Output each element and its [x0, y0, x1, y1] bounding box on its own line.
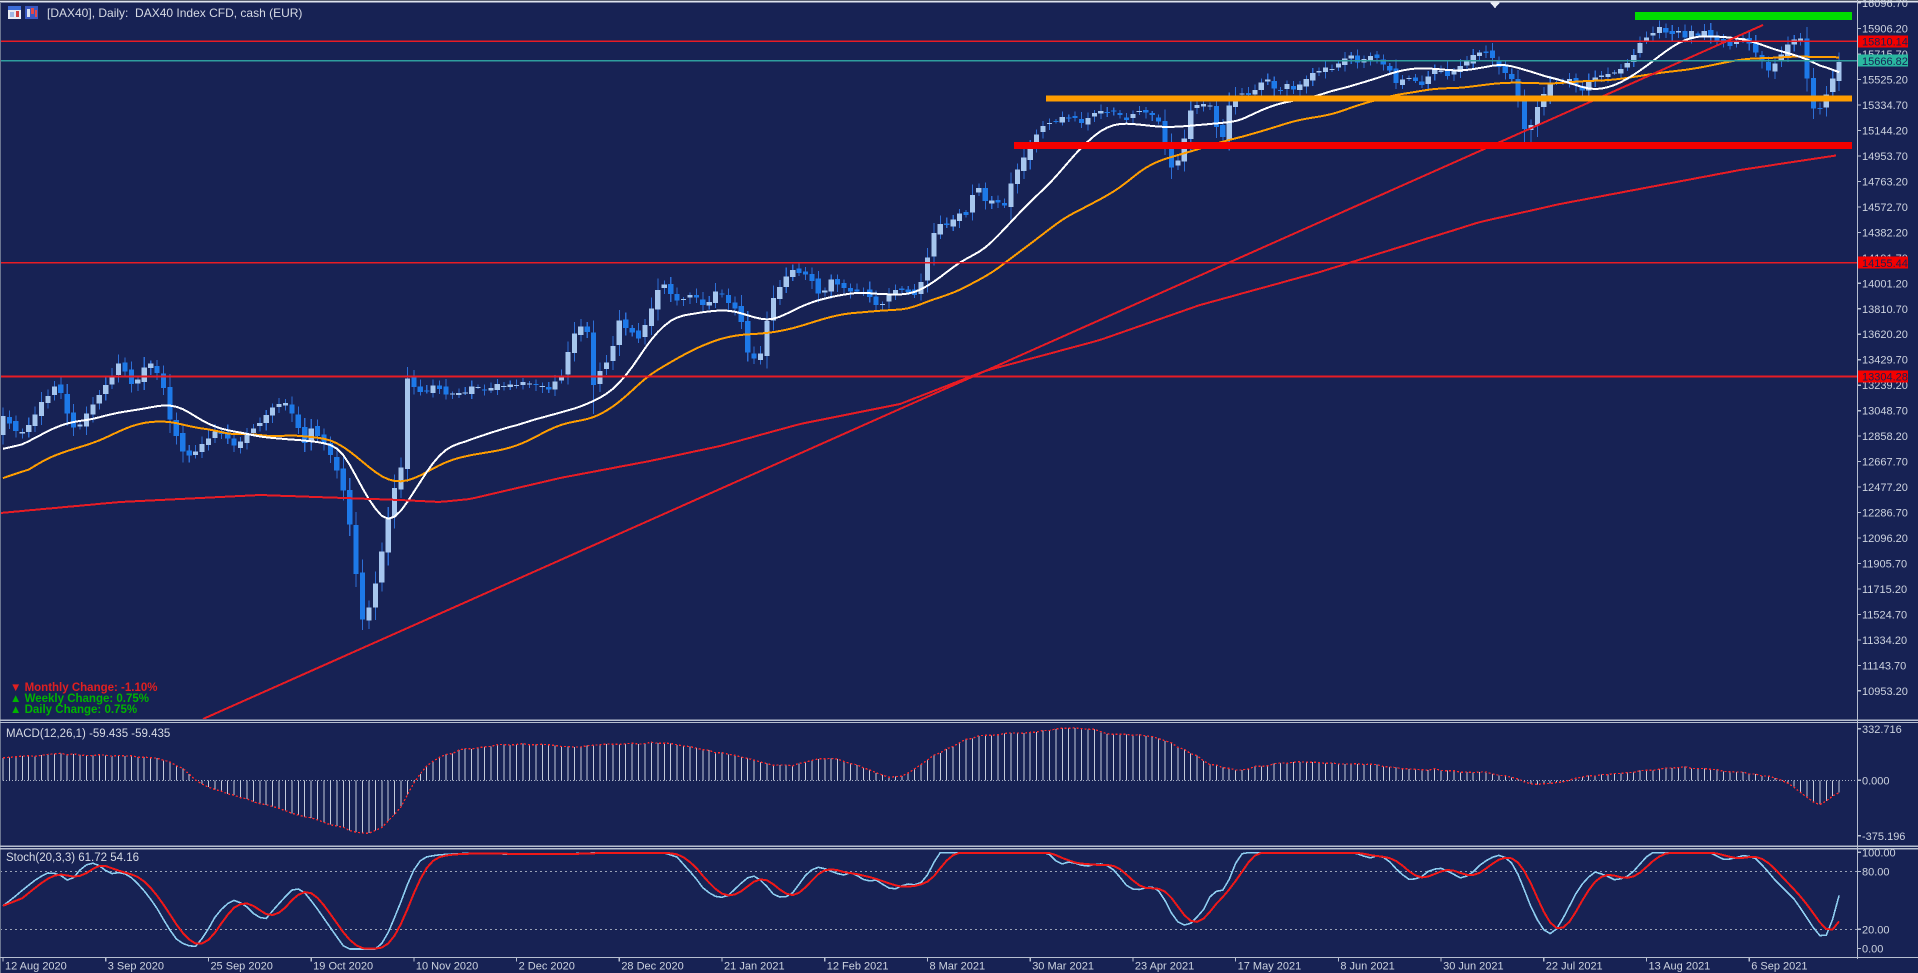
- svg-text:12 Aug 2020: 12 Aug 2020: [5, 961, 67, 973]
- svg-text:10953.20: 10953.20: [1862, 686, 1908, 698]
- svg-text:21 Jan 2021: 21 Jan 2021: [724, 961, 785, 973]
- svg-text:15810.14: 15810.14: [1862, 37, 1908, 49]
- svg-text:▼ Monthly Change: -1.10%: ▼ Monthly Change: -1.10%: [10, 682, 157, 694]
- svg-text:11143.70: 11143.70: [1862, 660, 1906, 672]
- svg-text:13048.70: 13048.70: [1862, 406, 1908, 418]
- svg-text:19 Oct 2020: 19 Oct 2020: [313, 961, 373, 973]
- svg-text:80.00: 80.00: [1862, 867, 1890, 879]
- svg-text:13239.20: 13239.20: [1862, 380, 1908, 392]
- svg-text:15906.20: 15906.20: [1862, 24, 1908, 36]
- svg-text:13304.28: 13304.28: [1862, 372, 1908, 384]
- svg-text:23 Apr 2021: 23 Apr 2021: [1135, 961, 1194, 973]
- svg-text:8 Mar 2021: 8 Mar 2021: [929, 961, 985, 973]
- svg-text:15334.70: 15334.70: [1862, 100, 1908, 112]
- svg-text:30 Jun 2021: 30 Jun 2021: [1443, 961, 1504, 973]
- svg-text:14572.70: 14572.70: [1862, 202, 1908, 214]
- svg-text:25 Sep 2020: 25 Sep 2020: [210, 961, 272, 973]
- svg-text:0.00: 0.00: [1862, 944, 1883, 956]
- svg-text:11715.20: 11715.20: [1862, 584, 1907, 596]
- svg-text:Stoch(20,3,3) 61.72 54.16: Stoch(20,3,3) 61.72 54.16: [6, 852, 139, 864]
- svg-text:30 Mar 2021: 30 Mar 2021: [1032, 961, 1094, 973]
- svg-text:8 Jun 2021: 8 Jun 2021: [1340, 961, 1394, 973]
- svg-text:12667.70: 12667.70: [1862, 457, 1908, 469]
- svg-text:13810.70: 13810.70: [1862, 304, 1908, 316]
- svg-text:11905.70: 11905.70: [1862, 558, 1907, 570]
- svg-text:12096.20: 12096.20: [1862, 533, 1908, 545]
- svg-text:100.00: 100.00: [1862, 847, 1896, 859]
- svg-text:16096.70: 16096.70: [1862, 0, 1908, 10]
- svg-text:14953.70: 14953.70: [1862, 151, 1908, 163]
- svg-text:12858.20: 12858.20: [1862, 431, 1908, 443]
- svg-text:13429.70: 13429.70: [1862, 355, 1908, 367]
- svg-text:14763.20: 14763.20: [1862, 176, 1908, 188]
- svg-text:15666.82: 15666.82: [1862, 56, 1908, 68]
- svg-text:332.716: 332.716: [1862, 724, 1902, 736]
- svg-text:10 Nov 2020: 10 Nov 2020: [416, 961, 478, 973]
- svg-text:15525.20: 15525.20: [1862, 75, 1908, 87]
- svg-text:12 Feb 2021: 12 Feb 2021: [827, 961, 889, 973]
- svg-text:28 Dec 2020: 28 Dec 2020: [621, 961, 683, 973]
- svg-text:-375.196: -375.196: [1862, 831, 1905, 843]
- svg-text:6 Sep 2021: 6 Sep 2021: [1751, 961, 1807, 973]
- svg-text:13620.20: 13620.20: [1862, 329, 1908, 341]
- svg-text:20.00: 20.00: [1862, 924, 1890, 936]
- svg-text:14001.20: 14001.20: [1862, 278, 1908, 290]
- svg-text:14155.44: 14155.44: [1862, 258, 1908, 270]
- svg-text:17 May 2021: 17 May 2021: [1238, 961, 1302, 973]
- svg-text:0.000: 0.000: [1862, 775, 1890, 787]
- svg-text:3 Sep 2020: 3 Sep 2020: [108, 961, 164, 973]
- svg-text:11524.70: 11524.70: [1862, 609, 1907, 621]
- svg-text:13 Aug 2021: 13 Aug 2021: [1649, 961, 1711, 973]
- svg-text:[DAX40], Daily: DAX40 Index C: [DAX40], Daily: DAX40 Index CFD, cash (E…: [47, 6, 302, 20]
- svg-text:14382.20: 14382.20: [1862, 227, 1908, 239]
- svg-text:12286.70: 12286.70: [1862, 508, 1908, 520]
- svg-text:22 Jul 2021: 22 Jul 2021: [1546, 961, 1603, 973]
- svg-text:12477.20: 12477.20: [1862, 482, 1908, 494]
- svg-text:▲ Weekly Change: 0.75%: ▲ Weekly Change: 0.75%: [10, 693, 149, 705]
- svg-text:15144.20: 15144.20: [1862, 125, 1908, 137]
- svg-text:2 Dec 2020: 2 Dec 2020: [519, 961, 575, 973]
- svg-text:MACD(12,26,1) -59.435 -59.435: MACD(12,26,1) -59.435 -59.435: [6, 728, 170, 740]
- svg-text:▲ Daily Change: 0.75%: ▲ Daily Change: 0.75%: [10, 704, 137, 716]
- svg-text:11334.20: 11334.20: [1862, 635, 1907, 647]
